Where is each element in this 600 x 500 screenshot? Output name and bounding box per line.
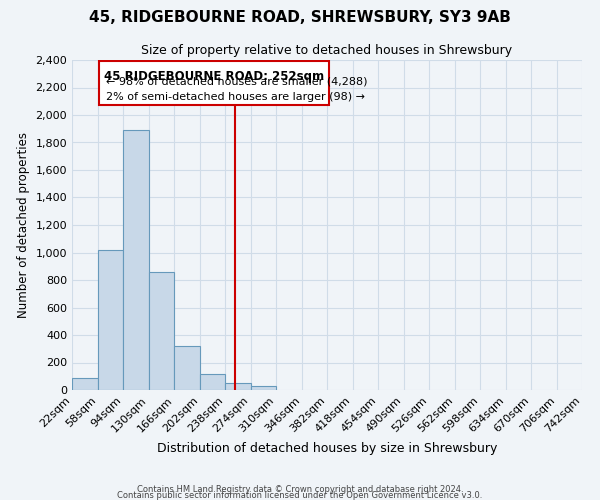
Bar [123,130,149,390]
Text: Contains HM Land Registry data © Crown copyright and database right 2024.: Contains HM Land Registry data © Crown c… [137,484,463,494]
Bar [72,378,97,390]
Text: 45, RIDGEBOURNE ROAD, SHREWSBURY, SY3 9AB: 45, RIDGEBOURNE ROAD, SHREWSBURY, SY3 9A… [89,10,511,25]
Bar [199,374,225,390]
FancyBboxPatch shape [99,62,329,106]
Bar [174,346,199,390]
Bar [149,272,174,390]
Text: ← 98% of detached houses are smaller (4,288): ← 98% of detached houses are smaller (4,… [106,76,367,86]
Text: 45 RIDGEBOURNE ROAD: 252sqm: 45 RIDGEBOURNE ROAD: 252sqm [104,70,324,82]
Bar [251,386,276,390]
Text: Contains public sector information licensed under the Open Government Licence v3: Contains public sector information licen… [118,490,482,500]
X-axis label: Distribution of detached houses by size in Shrewsbury: Distribution of detached houses by size … [157,442,497,455]
Bar [225,383,251,390]
Title: Size of property relative to detached houses in Shrewsbury: Size of property relative to detached ho… [142,44,512,58]
Bar [97,250,123,390]
Text: 2% of semi-detached houses are larger (98) →: 2% of semi-detached houses are larger (9… [106,92,365,102]
Y-axis label: Number of detached properties: Number of detached properties [17,132,30,318]
